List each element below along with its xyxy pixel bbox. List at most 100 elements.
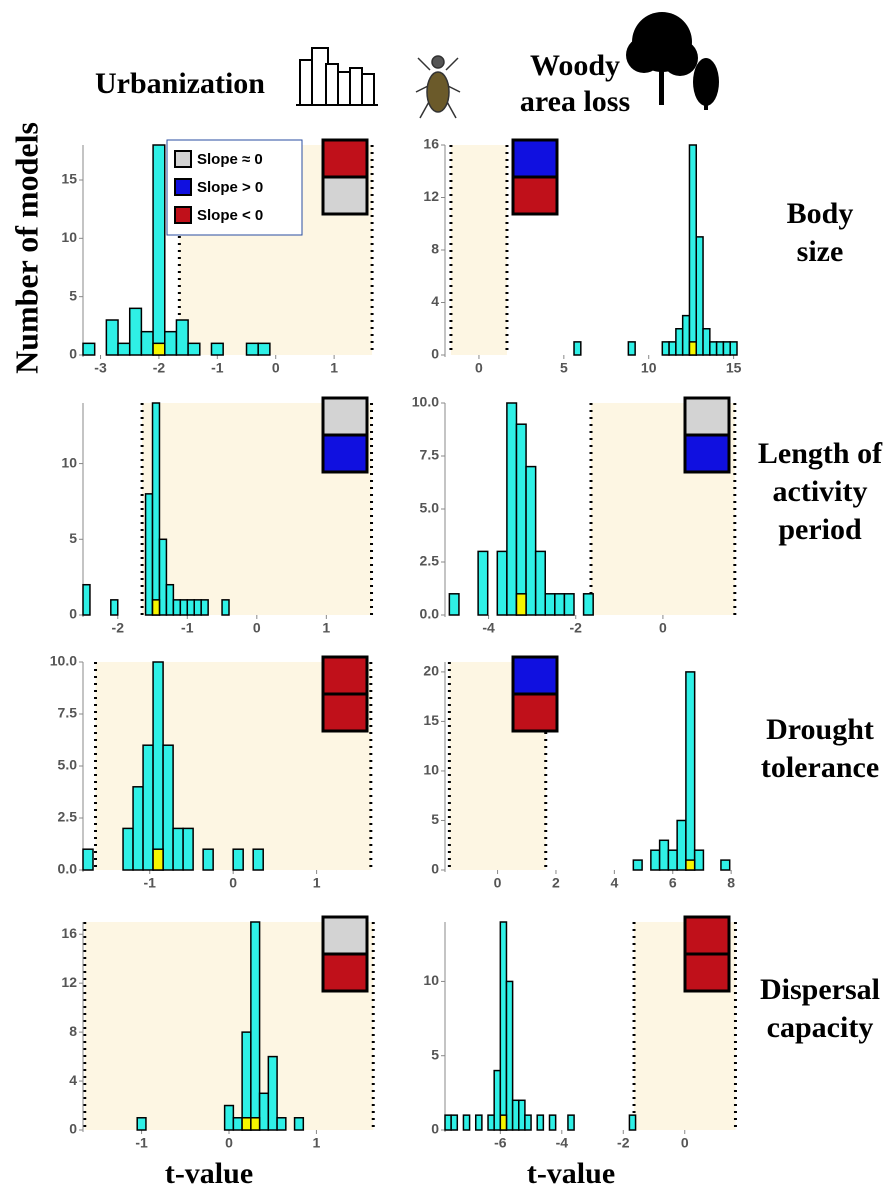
bar: [164, 330, 178, 356]
x-tick-label: 0: [659, 620, 667, 636]
x-tick-label: 0: [225, 1135, 233, 1151]
bar: [548, 1114, 557, 1131]
bar: [221, 599, 230, 616]
x-tick-label: -4: [482, 620, 495, 636]
x-tick-label: 1: [313, 875, 321, 891]
bar: [152, 661, 164, 871]
y-tick-label: 12: [423, 188, 439, 204]
x-tick-label: -2: [617, 1135, 630, 1151]
y-tick-label: 15: [61, 171, 77, 187]
bar: [172, 599, 182, 616]
bar: [142, 744, 154, 871]
bar: [136, 1117, 147, 1131]
legend-swatch: [174, 206, 192, 224]
y-tick-label: 4: [69, 1072, 77, 1088]
highlight-bar: [250, 1117, 261, 1131]
x-tick-label: -2: [112, 620, 125, 636]
bar: [162, 744, 174, 871]
bar: [676, 819, 687, 871]
x-tick-label: -3: [94, 360, 107, 376]
y-tick-label: 2.5: [58, 809, 78, 825]
bar: [681, 314, 691, 356]
slope-indicator: [321, 138, 369, 179]
bar: [117, 342, 131, 356]
x-tick-label: 15: [726, 360, 742, 376]
bar: [661, 341, 670, 356]
bar: [515, 423, 527, 616]
x-tick-label: 1: [313, 1135, 321, 1151]
y-tick-label: 16: [61, 925, 77, 941]
x-tick-label: -1: [135, 1135, 148, 1151]
y-tick-label: 0: [431, 861, 439, 877]
bar: [668, 341, 677, 356]
y-tick-label: 0: [69, 346, 77, 362]
x-tick-label: 0: [475, 360, 483, 376]
slope-indicator: [683, 396, 731, 437]
x-tick-label: 1: [322, 620, 330, 636]
bar: [152, 144, 166, 356]
bar: [245, 342, 259, 356]
highlight-bar: [685, 859, 696, 871]
bar: [182, 827, 194, 871]
bar: [232, 848, 244, 871]
legend-label: Slope > 0: [197, 179, 263, 196]
x-tick-label: 10: [641, 360, 657, 376]
bar: [232, 1117, 243, 1131]
x-tick-label: 8: [727, 875, 735, 891]
bar: [632, 859, 643, 871]
shade-region: [450, 145, 507, 355]
x-tick-label: 0: [253, 620, 261, 636]
bar: [675, 328, 684, 356]
y-tick-label: 10: [61, 454, 77, 470]
legend-swatch: [174, 150, 192, 168]
x-tick-label: 4: [610, 875, 618, 891]
x-tick-label: 2: [552, 875, 560, 891]
y-tick-label: 8: [69, 1023, 77, 1039]
highlight-bar: [241, 1117, 252, 1131]
bar: [658, 839, 670, 871]
y-tick-label: 0: [69, 1121, 77, 1137]
y-tick-label: 5: [431, 1046, 439, 1062]
highlight-bar: [688, 341, 698, 356]
x-tick-label: -2: [570, 620, 583, 636]
bar: [110, 599, 119, 616]
bar: [511, 1099, 520, 1131]
bar: [158, 538, 168, 616]
bar: [582, 593, 594, 616]
bar: [505, 980, 514, 1131]
slope-indicator: [321, 396, 369, 437]
bar: [202, 848, 214, 871]
bar: [444, 1114, 452, 1131]
bar: [628, 1114, 637, 1131]
bar: [105, 319, 119, 356]
x-tick-label: 5: [560, 360, 568, 376]
row-title: Dispersal: [760, 973, 880, 1006]
y-tick-label: 0: [431, 346, 439, 362]
bar: [210, 342, 224, 356]
bar: [567, 1114, 575, 1131]
y-tick-label: 5: [69, 530, 77, 546]
legend-label: Slope ≈ 0: [197, 151, 263, 168]
y-tick-label: 12: [61, 974, 77, 990]
row-title: capacity: [767, 1011, 874, 1044]
tree-icon: [626, 12, 719, 110]
bar: [493, 1069, 502, 1131]
bar: [720, 859, 731, 871]
row-title: tolerance: [761, 751, 879, 784]
y-tick-label: 7.5: [58, 705, 78, 721]
y-tick-label: 10.0: [50, 653, 77, 669]
bar: [573, 341, 582, 356]
x-tick-label: 0: [229, 875, 237, 891]
slope-indicator: [321, 655, 369, 696]
city-icon: [296, 47, 378, 106]
y-axis-label: Number of models: [8, 122, 44, 374]
slope-indicator: [683, 952, 731, 993]
bar: [128, 307, 143, 356]
bar: [179, 599, 189, 616]
bar: [165, 583, 175, 616]
bar: [193, 599, 202, 616]
slope-indicator: [321, 433, 369, 474]
slope-indicator: [321, 692, 369, 733]
y-tick-label: 7.5: [420, 447, 440, 463]
row-title: Body: [787, 197, 854, 230]
